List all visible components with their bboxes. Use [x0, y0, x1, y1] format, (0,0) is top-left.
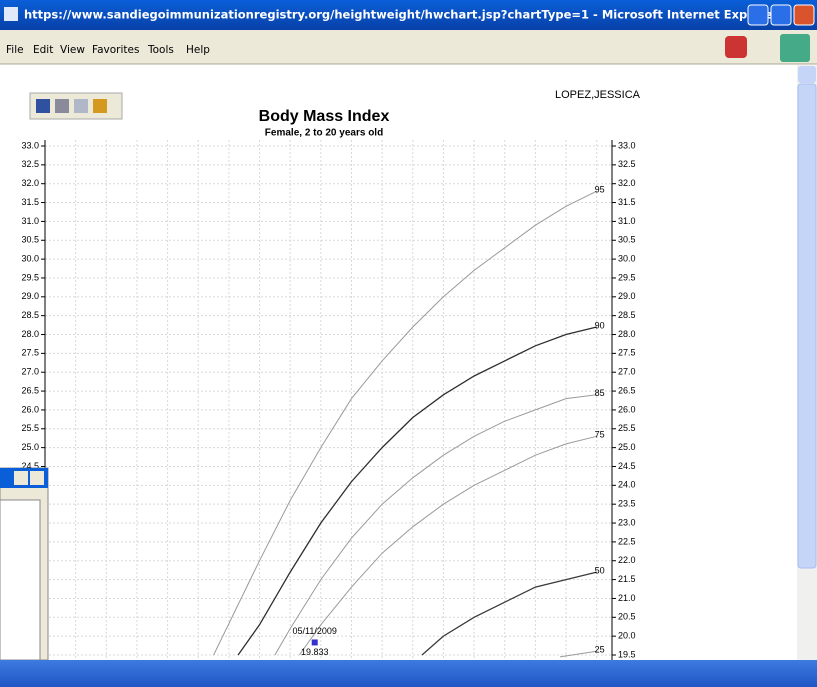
- y-tick-label: 30.5: [21, 235, 39, 245]
- pdf-icon[interactable]: [725, 36, 747, 58]
- menu-item[interactable]: Favorites: [92, 44, 139, 56]
- help-button[interactable]: [14, 471, 28, 485]
- percentile-line: [298, 435, 597, 656]
- point-date: 05/11/2009: [293, 626, 337, 636]
- chart-subtitle: Female, 2 to 20 years old: [265, 128, 383, 139]
- y-tick-label: 28.0: [21, 329, 39, 339]
- percentile-label: 90: [595, 320, 605, 330]
- y2-tick-label: 21.0: [618, 593, 636, 603]
- percentile-line: [237, 326, 597, 656]
- windows-logo: [780, 34, 810, 62]
- menu-item[interactable]: Help: [186, 44, 210, 56]
- percentile-label: 95: [595, 185, 605, 195]
- percentile-line: [274, 394, 597, 656]
- y-tick-label: 25.5: [21, 423, 39, 433]
- y-tick-label: 28.5: [21, 310, 39, 320]
- y2-tick-label: 29.5: [618, 272, 636, 282]
- y2-tick-label: 25.5: [618, 423, 636, 433]
- point-value: 19.833: [301, 647, 329, 657]
- y-tick-label: 32.0: [21, 178, 39, 188]
- y2-tick-label: 24.5: [618, 461, 636, 471]
- y2-tick-label: 19.5: [618, 649, 636, 659]
- y2-tick-label: 28.0: [618, 329, 636, 339]
- y-tick-label: 32.5: [21, 159, 39, 169]
- y2-tick-label: 26.0: [618, 404, 636, 414]
- percentile-line: [213, 190, 597, 656]
- chart-title: Body Mass Index: [259, 108, 390, 125]
- y-tick-label: 27.5: [21, 348, 39, 358]
- y-tick-label: 24.5: [21, 461, 39, 471]
- y2-tick-label: 30.5: [618, 235, 636, 245]
- email-icon[interactable]: [74, 99, 88, 113]
- percentile-line: [559, 650, 597, 658]
- y2-tick-label: 31.0: [618, 216, 636, 226]
- y-tick-label: 26.5: [21, 385, 39, 395]
- y2-tick-label: 22.0: [618, 555, 636, 565]
- y2-tick-label: 33.0: [618, 140, 636, 150]
- percentile-label: 50: [595, 565, 605, 575]
- menu-item[interactable]: Edit: [33, 44, 53, 56]
- y2-tick-label: 24.0: [618, 480, 636, 490]
- plot-area: [213, 190, 597, 658]
- y2-tick-label: 21.5: [618, 574, 636, 584]
- y2-tick-label: 20.5: [618, 612, 636, 622]
- y-tick-label: 29.5: [21, 272, 39, 282]
- print-icon[interactable]: [55, 99, 69, 113]
- maximize-button[interactable]: [770, 4, 792, 26]
- y-tick-label: 31.0: [21, 216, 39, 226]
- y2-tick-label: 30.0: [618, 253, 636, 263]
- y2-tick-label: 31.5: [618, 197, 636, 207]
- percentile-label: 25: [595, 645, 605, 655]
- measurement-point: [311, 639, 318, 646]
- y2-tick-label: 32.0: [618, 178, 636, 188]
- y-tick-label: 27.0: [21, 367, 39, 377]
- menu-bar: [0, 30, 817, 64]
- scroll-up[interactable]: [798, 66, 816, 83]
- y-tick-label: 30.0: [21, 253, 39, 263]
- y2-tick-label: 22.5: [618, 536, 636, 546]
- patient-name: LOPEZ,JESSICA: [555, 89, 641, 101]
- ie-icon: [4, 7, 18, 21]
- percentile-line: [421, 571, 597, 656]
- menu-item[interactable]: File: [6, 44, 24, 56]
- menu-item[interactable]: Tools: [147, 44, 174, 56]
- minimize-button[interactable]: [747, 4, 769, 26]
- export-icon[interactable]: [93, 99, 107, 113]
- menu-item[interactable]: View: [60, 44, 85, 56]
- dialog-close[interactable]: [30, 471, 44, 485]
- menu: File Edit View Favorites Tools Help: [6, 44, 210, 56]
- y-tick-label: 26.0: [21, 404, 39, 414]
- y-tick-label: 29.0: [21, 291, 39, 301]
- y2-tick-label: 28.5: [618, 310, 636, 320]
- y-tick-label: 33.0: [21, 140, 39, 150]
- y2-tick-label: 27.5: [618, 348, 636, 358]
- y2-tick-label: 23.5: [618, 499, 636, 509]
- scroll-thumb[interactable]: [797, 83, 817, 569]
- y2-tick-label: 20.0: [618, 631, 636, 641]
- title-bar: [0, 0, 817, 30]
- percentile-label: 75: [595, 430, 605, 440]
- y2-tick-label: 32.5: [618, 159, 636, 169]
- close-button[interactable]: [793, 4, 815, 26]
- dialog-body: [0, 499, 41, 661]
- y2-tick-label: 25.0: [618, 442, 636, 452]
- y2-tick-label: 29.0: [618, 291, 636, 301]
- y-tick-label: 31.5: [21, 197, 39, 207]
- y2-tick-label: 27.0: [618, 367, 636, 377]
- y-tick-label: 25.0: [21, 442, 39, 452]
- y2-tick-label: 26.5: [618, 385, 636, 395]
- y2-tick-label: 23.0: [618, 517, 636, 527]
- window-title: https://www.sandiegoimmunizationregistry…: [24, 8, 779, 22]
- taskbar: [0, 660, 817, 687]
- save-icon[interactable]: [36, 99, 50, 113]
- percentile-label: 85: [595, 388, 605, 398]
